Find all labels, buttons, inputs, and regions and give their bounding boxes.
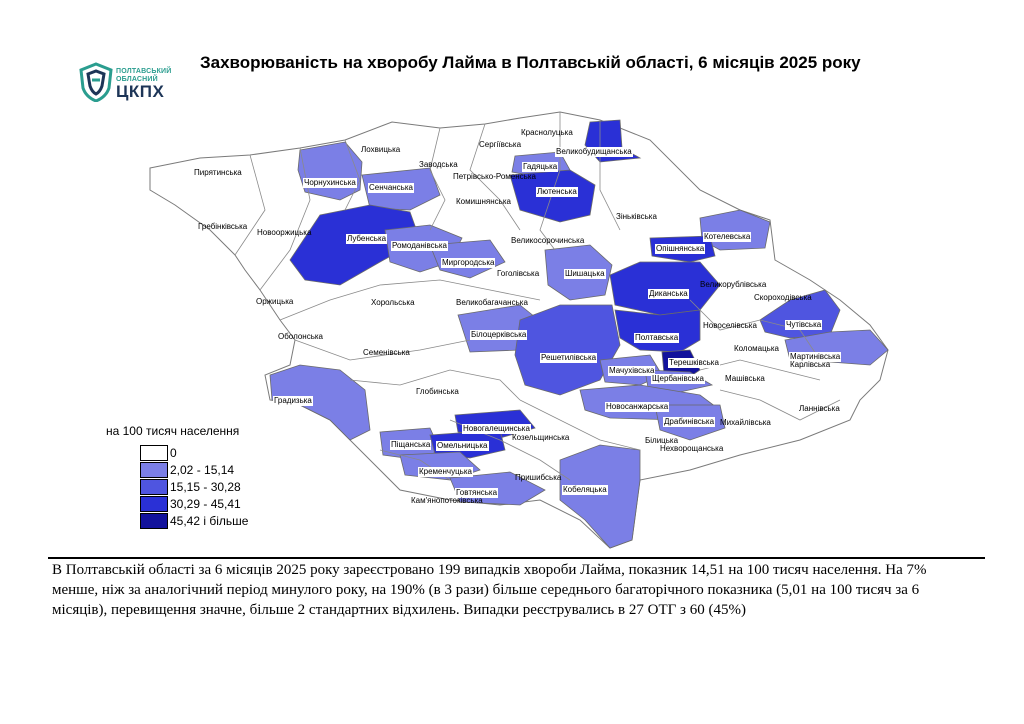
legend-swatch	[140, 512, 168, 529]
region-59-label: Кам'янопотоківська	[411, 496, 483, 505]
region-51-label: Піщанська	[390, 440, 432, 450]
region-35-label: Семенівська	[363, 348, 410, 357]
region-38-label: Терешківська	[668, 358, 720, 368]
legend-label: 2,02 - 15,14	[170, 462, 235, 477]
region-23-label: Диканська	[648, 289, 689, 299]
logo: ПОЛТАВСЬКИЙ ОБЛАСНИЙ ЦКПХ	[78, 62, 188, 106]
region-47-label: Драбинівська	[663, 417, 716, 427]
region-18-label: Котелевська	[703, 232, 752, 242]
divider	[48, 557, 985, 559]
legend-item: 45,42 і більше	[140, 512, 248, 529]
region-33-label: Полтавська	[634, 333, 680, 343]
legend-label: 45,42 і більше	[170, 513, 249, 528]
region-16-label: Ромоданівська	[391, 241, 448, 251]
region-1-label: Великобудищанська	[555, 147, 633, 157]
region-54-label: Нехворощанська	[660, 444, 724, 453]
region-50-label: Козельщинська	[512, 433, 570, 442]
region-9-label: Сенчанська	[368, 183, 414, 193]
legend-swatch	[140, 461, 168, 478]
region-40-label: Мачухівська	[608, 366, 656, 376]
region-32-label: Чутівська	[785, 320, 823, 330]
region-36-label: Решетилівська	[540, 353, 598, 363]
region-13-label: Гребінківська	[198, 222, 248, 231]
region-55-label: Кременчуцька	[418, 467, 473, 477]
region-57-label: Кобеляцька	[562, 485, 608, 495]
legend-title: на 100 тисяч населення	[106, 424, 240, 438]
logo-subtitle: ПОЛТАВСЬКИЙ ОБЛАСНИЙ	[116, 68, 172, 83]
legend-label: 15,15 - 30,28	[170, 479, 241, 494]
region-29-label: Оболонська	[278, 332, 323, 341]
region-14-label: Новооржицька	[257, 228, 312, 237]
logo-name: ЦКПХ	[116, 82, 165, 101]
region-2-label: Лохвицька	[361, 145, 401, 154]
region-26-label: Оржицька	[256, 297, 294, 306]
region-3-label: Сергіївська	[479, 140, 522, 149]
region-44-label: Градизька	[273, 396, 313, 406]
region-25-label: Скороходівська	[754, 293, 812, 302]
legend-item: 2,02 - 15,14	[140, 461, 248, 478]
region-39-label: Карлівська	[790, 360, 831, 369]
region-19-label: Опішнянська	[655, 244, 706, 254]
summary-text: В Полтавській області за 6 місяців 2025 …	[52, 562, 927, 618]
region-8-label: Чорнухинська	[303, 178, 357, 188]
legend-item: 15,15 - 30,28	[140, 478, 248, 495]
shield-logo-icon	[79, 62, 113, 103]
region-24-label: Великорублівська	[700, 280, 767, 289]
region-10-label: Лютенська	[536, 187, 578, 197]
region-4-label: Гадяцька	[522, 162, 559, 172]
legend-swatch	[140, 444, 168, 461]
region-12-label: Зіньківська	[616, 212, 657, 221]
region-53-label: Білицька	[645, 436, 679, 445]
region-6-label: Петрівсько-Роменська	[453, 172, 536, 181]
region-46-label: Ланнівська	[799, 404, 840, 413]
region-49-label: Новогалещинська	[462, 424, 531, 434]
region-42-label: Машівська	[725, 374, 765, 383]
region-45-label: Новосанжарська	[605, 402, 670, 412]
legend: на 100 тисяч населення 0 2,02 - 15,14 15,1…	[92, 424, 248, 529]
region-52-label: Омельницька	[436, 441, 489, 451]
region-7-label: Пирятинська	[194, 168, 242, 177]
region-31-label: Новоселівська	[703, 321, 757, 330]
region-30-label: Білоцерківська	[470, 330, 528, 340]
legend-swatch	[140, 478, 168, 495]
region-8-area	[297, 141, 363, 201]
region-37-label: Мартинівська	[789, 352, 842, 362]
region-20-label: Миргородська	[441, 258, 496, 268]
region-36-area	[514, 304, 621, 396]
region-11-label: Комишнянська	[456, 197, 511, 206]
region-0-label: Краснолуцька	[521, 128, 573, 137]
region-34-label: Коломацька	[734, 344, 779, 353]
legend-item: 30,29 - 45,41	[140, 495, 248, 512]
legend-label: 0	[170, 445, 177, 460]
region-48-label: Михайлівська	[720, 418, 771, 427]
legend-item: 0	[140, 444, 248, 461]
region-56-label: Пришибська	[515, 473, 562, 482]
region-41-label: Щербанівська	[651, 374, 705, 384]
region-23-area	[609, 261, 721, 316]
region-22-label: Шишацька	[564, 269, 606, 279]
map-title: Захворюваність на хворобу Лайма в Полтав…	[200, 53, 861, 72]
legend-label: 30,29 - 45,41	[170, 496, 241, 511]
region-57-area	[559, 444, 641, 549]
legend-swatch	[140, 495, 168, 512]
region-28-label: Великобагачанська	[456, 298, 528, 307]
region-15-label: Лубенська	[346, 234, 388, 244]
region-21-label: Гоголівська	[497, 269, 540, 278]
region-58-label: Говтянська	[455, 488, 499, 498]
region-17-label: Великосорочинська	[511, 236, 585, 245]
region-43-label: Глобинська	[416, 387, 459, 396]
region-5-label: Заводська	[419, 160, 458, 169]
region-27-label: Хорольська	[371, 298, 415, 307]
